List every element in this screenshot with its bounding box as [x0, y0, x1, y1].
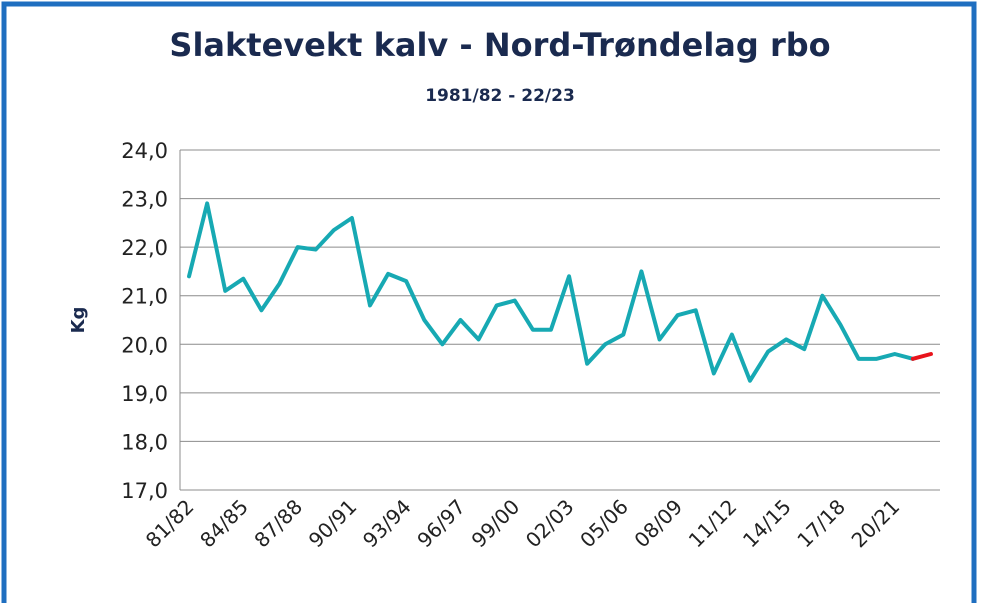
y-tick-label: 17,0	[121, 479, 168, 503]
x-tick-label: 17/18	[792, 495, 850, 553]
y-axis-label: Kg	[68, 307, 89, 334]
y-tick-label: 24,0	[121, 139, 168, 163]
data-line	[187, 201, 915, 383]
y-tick-label: 19,0	[121, 382, 168, 406]
y-tick-label: 23,0	[121, 188, 168, 212]
x-tick-label: 81/82	[141, 495, 199, 553]
x-tick-label: 14/15	[738, 495, 796, 553]
y-tick-label: 20,0	[121, 333, 168, 357]
x-tick-label: 84/85	[195, 495, 253, 553]
x-tick-label: 87/88	[249, 495, 307, 553]
y-tick-label: 21,0	[121, 285, 168, 309]
chart-subtitle: 1981/82 - 22/23	[425, 86, 575, 106]
x-tick-label: 08/09	[629, 495, 687, 553]
x-tick-label: 93/94	[358, 495, 416, 553]
x-tick-label: 02/03	[521, 495, 579, 553]
x-tick-label: 20/21	[847, 495, 905, 553]
x-tick-label: 11/12	[684, 495, 742, 553]
x-tick-label: 96/97	[412, 495, 470, 553]
x-tick-label: 05/06	[575, 495, 633, 553]
y-tick-label: 22,0	[121, 236, 168, 260]
chart-title: Slaktevekt kalv - Nord-Trøndelag rbo	[169, 26, 830, 64]
x-tick-label: 99/00	[467, 495, 525, 553]
y-tick-label: 18,0	[121, 430, 168, 454]
highlight-segment	[910, 352, 933, 361]
x-tick-label: 90/91	[304, 495, 362, 553]
